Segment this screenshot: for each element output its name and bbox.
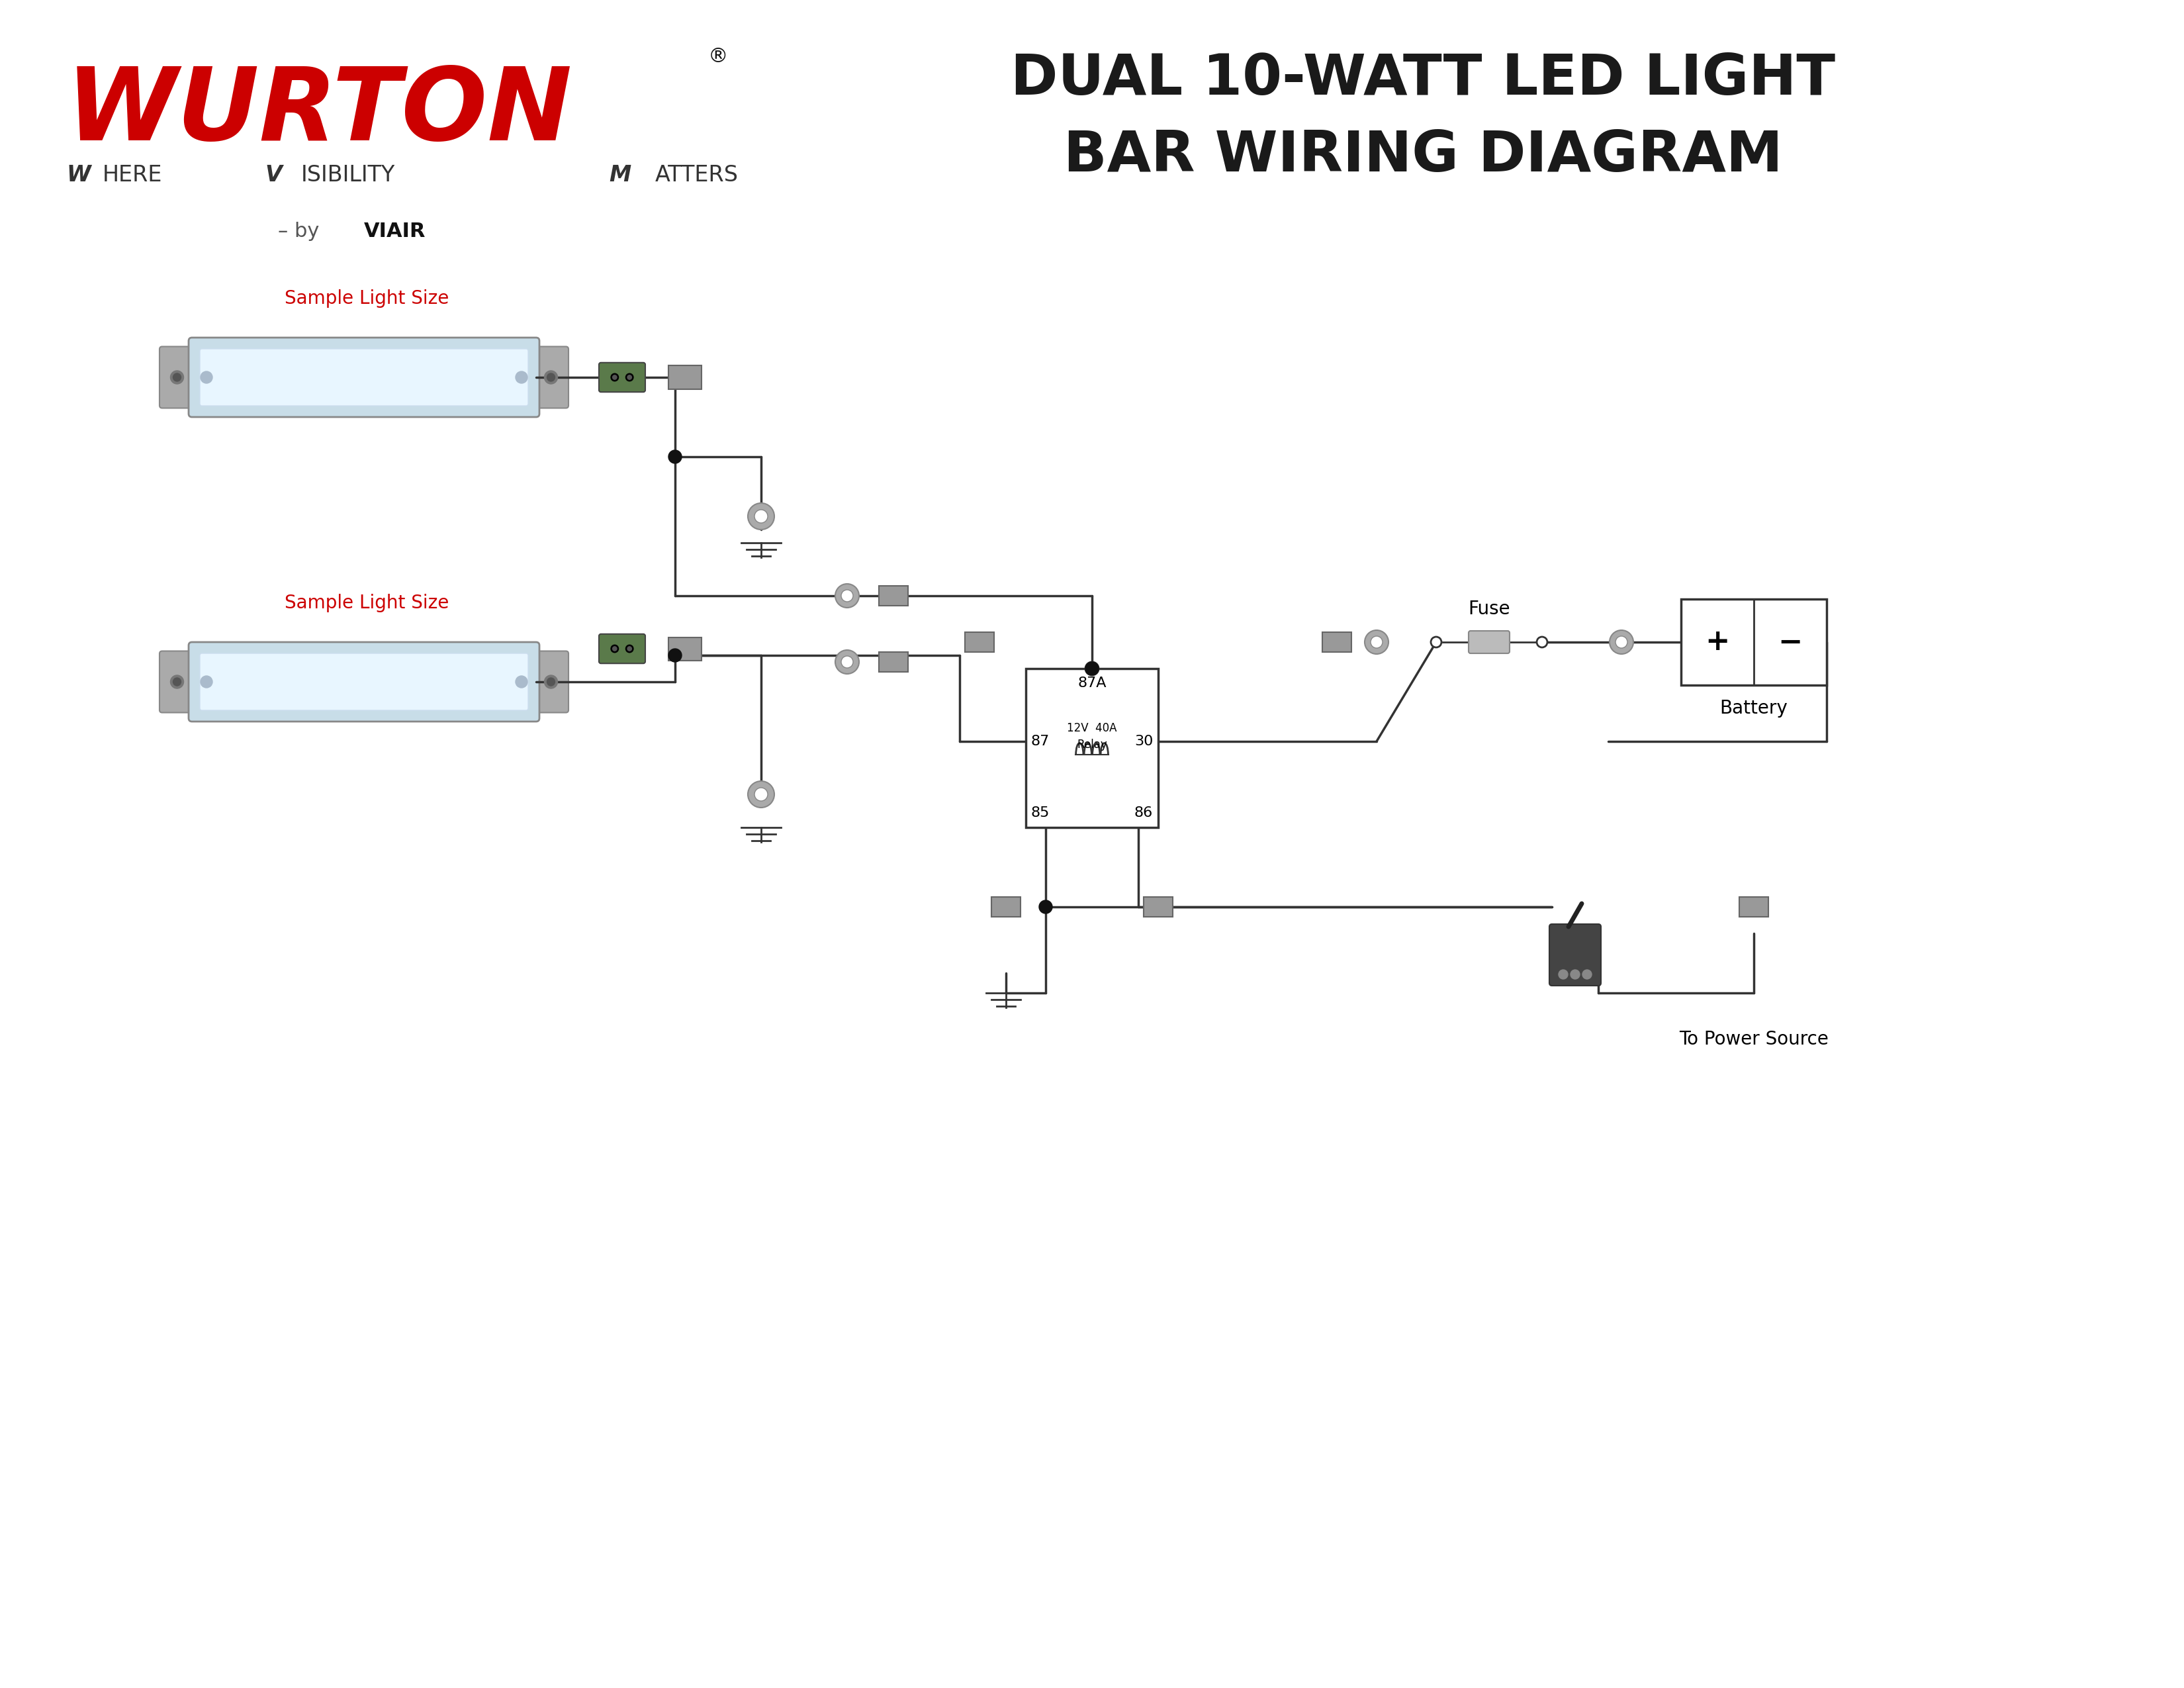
FancyBboxPatch shape (598, 635, 644, 663)
FancyBboxPatch shape (598, 363, 644, 392)
Circle shape (1431, 636, 1441, 648)
Circle shape (1538, 636, 1546, 648)
Circle shape (1559, 971, 1568, 979)
FancyBboxPatch shape (188, 641, 539, 721)
FancyBboxPatch shape (1468, 631, 1509, 653)
Circle shape (747, 782, 775, 807)
Polygon shape (992, 896, 1020, 917)
Circle shape (515, 371, 529, 383)
Circle shape (201, 675, 212, 687)
FancyBboxPatch shape (159, 652, 194, 712)
Circle shape (747, 503, 775, 530)
Circle shape (546, 373, 555, 381)
Circle shape (1365, 630, 1389, 653)
Circle shape (834, 650, 858, 674)
Circle shape (544, 371, 557, 383)
Text: HERE: HERE (103, 164, 162, 186)
Text: Relay: Relay (1077, 739, 1107, 751)
Circle shape (612, 645, 618, 653)
Text: Sample Light Size: Sample Light Size (284, 594, 450, 613)
Text: – by: – by (277, 223, 325, 241)
Circle shape (841, 589, 854, 601)
Text: Sample Light Size: Sample Light Size (284, 289, 450, 307)
Polygon shape (965, 631, 994, 652)
Circle shape (627, 375, 631, 380)
Circle shape (627, 647, 631, 652)
Circle shape (668, 451, 681, 464)
Text: ATTERS: ATTERS (655, 164, 738, 186)
Text: 85: 85 (1031, 807, 1051, 819)
Circle shape (625, 373, 633, 381)
Circle shape (841, 657, 854, 668)
Circle shape (1040, 900, 1053, 913)
Circle shape (1583, 971, 1592, 979)
FancyBboxPatch shape (1548, 923, 1601, 986)
Circle shape (173, 679, 181, 685)
Circle shape (834, 584, 858, 608)
FancyBboxPatch shape (533, 652, 568, 712)
Polygon shape (1144, 896, 1173, 917)
Polygon shape (1321, 631, 1352, 652)
FancyBboxPatch shape (159, 346, 194, 408)
Text: Battery: Battery (1719, 699, 1789, 717)
Circle shape (170, 371, 183, 383)
Polygon shape (1738, 896, 1769, 917)
Text: Fuse: Fuse (1468, 599, 1509, 618)
Text: 86: 86 (1133, 807, 1153, 819)
Text: 87A: 87A (1077, 677, 1107, 690)
Text: 87: 87 (1031, 734, 1051, 748)
Circle shape (1610, 630, 1634, 653)
FancyBboxPatch shape (201, 349, 529, 405)
Text: To Power Source: To Power Source (1679, 1030, 1828, 1048)
Text: W: W (66, 164, 90, 186)
Text: M: M (609, 164, 631, 186)
Text: −: − (1778, 628, 1802, 657)
Circle shape (1570, 971, 1579, 979)
Circle shape (1372, 636, 1382, 648)
Polygon shape (878, 586, 909, 606)
Polygon shape (878, 652, 909, 672)
Text: VIAIR: VIAIR (365, 223, 426, 241)
Text: BAR WIRING DIAGRAM: BAR WIRING DIAGRAM (1064, 128, 1782, 182)
Circle shape (668, 648, 681, 662)
Circle shape (515, 675, 529, 687)
Circle shape (1085, 662, 1099, 675)
Text: 30: 30 (1133, 734, 1153, 748)
Circle shape (201, 371, 212, 383)
FancyBboxPatch shape (1682, 599, 1826, 685)
Circle shape (544, 675, 557, 689)
Circle shape (1085, 662, 1099, 675)
Text: ®: ® (708, 47, 727, 66)
Text: DUAL 10-WATT LED LIGHT: DUAL 10-WATT LED LIGHT (1011, 52, 1835, 106)
Polygon shape (668, 636, 701, 660)
Polygon shape (668, 366, 701, 388)
Circle shape (546, 679, 555, 685)
Circle shape (753, 788, 769, 802)
Circle shape (612, 375, 616, 380)
Circle shape (753, 510, 769, 523)
Text: +: + (1706, 628, 1730, 657)
Circle shape (625, 645, 633, 653)
Circle shape (173, 373, 181, 381)
Circle shape (612, 373, 618, 381)
Text: V: V (264, 164, 282, 186)
FancyBboxPatch shape (533, 346, 568, 408)
Text: WURTON: WURTON (66, 62, 572, 162)
Text: ISIBILITY: ISIBILITY (301, 164, 395, 186)
FancyBboxPatch shape (188, 338, 539, 417)
Circle shape (1616, 636, 1627, 648)
Circle shape (612, 647, 616, 652)
FancyBboxPatch shape (201, 653, 529, 711)
Text: 12V  40A: 12V 40A (1068, 722, 1116, 734)
FancyBboxPatch shape (1026, 668, 1158, 827)
Circle shape (170, 675, 183, 689)
